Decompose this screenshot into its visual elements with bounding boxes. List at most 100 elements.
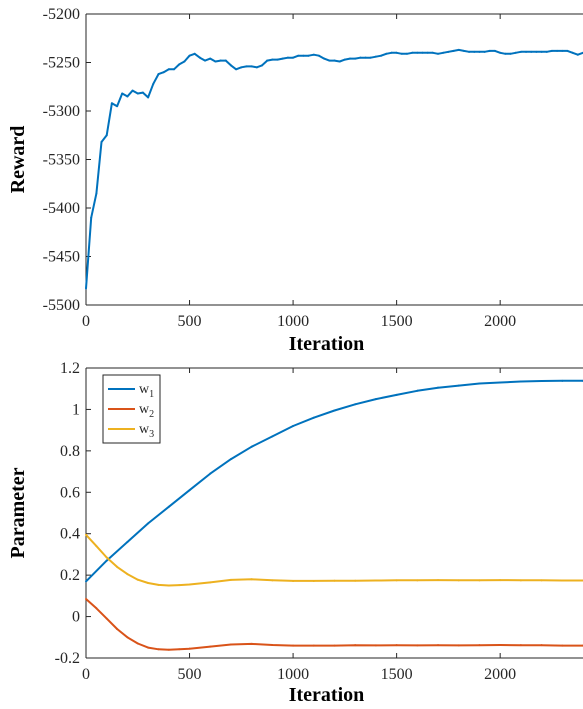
data-point <box>100 141 103 144</box>
data-point <box>214 60 217 63</box>
data-point <box>173 68 176 71</box>
data-point <box>281 57 284 60</box>
data-point <box>395 579 398 582</box>
data-point <box>478 382 481 385</box>
series-line <box>85 598 583 651</box>
data-point <box>95 545 98 548</box>
data-point <box>452 49 455 52</box>
data-point <box>374 55 377 58</box>
parameter-chart: 0 500 1000 1500 2000-0.200.20.40.60.811.2Ite… <box>7 360 583 706</box>
data-point <box>333 579 336 582</box>
data-point <box>395 644 398 647</box>
data-point <box>105 556 108 559</box>
data-point <box>478 579 481 582</box>
data-point <box>437 386 440 389</box>
data-point <box>437 52 440 55</box>
data-point <box>328 59 331 62</box>
data-point <box>442 51 445 54</box>
data-point <box>395 393 398 396</box>
x-tick-label: 1000 <box>277 313 309 330</box>
x-tick-label: 2000 <box>484 313 516 330</box>
data-point <box>364 56 367 59</box>
x-axis-label: Iteration <box>289 333 365 355</box>
data-point <box>245 65 248 68</box>
data-point <box>188 583 191 586</box>
y-tick-label: 0.2 <box>60 567 80 584</box>
data-point <box>349 57 352 60</box>
data-point <box>307 54 310 57</box>
reward-chart: 0 500 1000 1500 2000 -5500 -5450 -5400 -5350 -530… <box>7 6 583 355</box>
data-point <box>229 643 232 646</box>
data-point <box>110 102 113 105</box>
data-point <box>224 59 227 62</box>
data-point <box>167 505 170 508</box>
data-point <box>556 49 559 52</box>
x-tick-label: 500 <box>178 666 202 683</box>
data-point <box>421 51 424 54</box>
data-point <box>292 56 295 59</box>
data-point <box>437 644 440 647</box>
data-point <box>167 648 170 651</box>
data-point <box>193 52 196 55</box>
x-tick-label: 1500 <box>381 313 413 330</box>
data-point <box>457 579 460 582</box>
data-point <box>250 642 253 645</box>
data-point <box>462 49 465 52</box>
data-point <box>157 648 160 651</box>
data-point <box>354 57 357 60</box>
data-point <box>437 579 440 582</box>
data-point <box>209 645 212 648</box>
data-point <box>105 559 108 562</box>
data-point <box>483 50 486 53</box>
data-point <box>514 51 517 54</box>
y-tick-label: -5500 <box>43 297 80 314</box>
data-point <box>457 644 460 647</box>
data-point <box>131 89 134 92</box>
data-point <box>416 389 419 392</box>
data-point <box>126 636 129 639</box>
data-point <box>338 60 341 63</box>
data-point <box>530 50 533 53</box>
data-point <box>504 52 507 55</box>
data-point <box>535 50 538 53</box>
data-point <box>385 52 388 55</box>
data-point <box>359 56 362 59</box>
data-point <box>188 54 191 57</box>
data-point <box>333 409 336 412</box>
legend-label-main: w <box>139 402 150 417</box>
data-point <box>271 643 274 646</box>
data-point <box>468 50 471 53</box>
x-axis-label: Iteration <box>289 684 365 706</box>
data-point <box>390 51 393 54</box>
y-axis-label: Parameter <box>7 467 29 558</box>
data-point <box>317 54 320 57</box>
data-point <box>152 82 155 85</box>
data-point <box>431 51 434 54</box>
data-point <box>447 50 450 53</box>
y-tick-label: 0.6 <box>60 484 80 501</box>
x-tick-label: 2000 <box>484 666 516 683</box>
data-point <box>380 54 383 57</box>
data-point <box>561 579 564 582</box>
data-point <box>147 582 150 585</box>
data-point <box>271 579 274 582</box>
data-point <box>525 50 528 53</box>
data-point <box>136 92 139 95</box>
data-point <box>147 96 150 99</box>
y-tick-label: -5400 <box>43 200 80 217</box>
data-point <box>183 60 186 63</box>
data-point <box>178 584 181 587</box>
data-point <box>157 73 160 76</box>
data-point <box>292 579 295 582</box>
data-point <box>292 644 295 647</box>
data-point <box>561 379 564 382</box>
data-point <box>204 59 207 62</box>
data-point <box>271 435 274 438</box>
data-point <box>374 398 377 401</box>
data-point <box>499 51 502 54</box>
data-point <box>576 53 579 56</box>
data-point <box>457 48 460 51</box>
data-point <box>540 644 543 647</box>
data-point <box>369 56 372 59</box>
data-point <box>405 52 408 55</box>
